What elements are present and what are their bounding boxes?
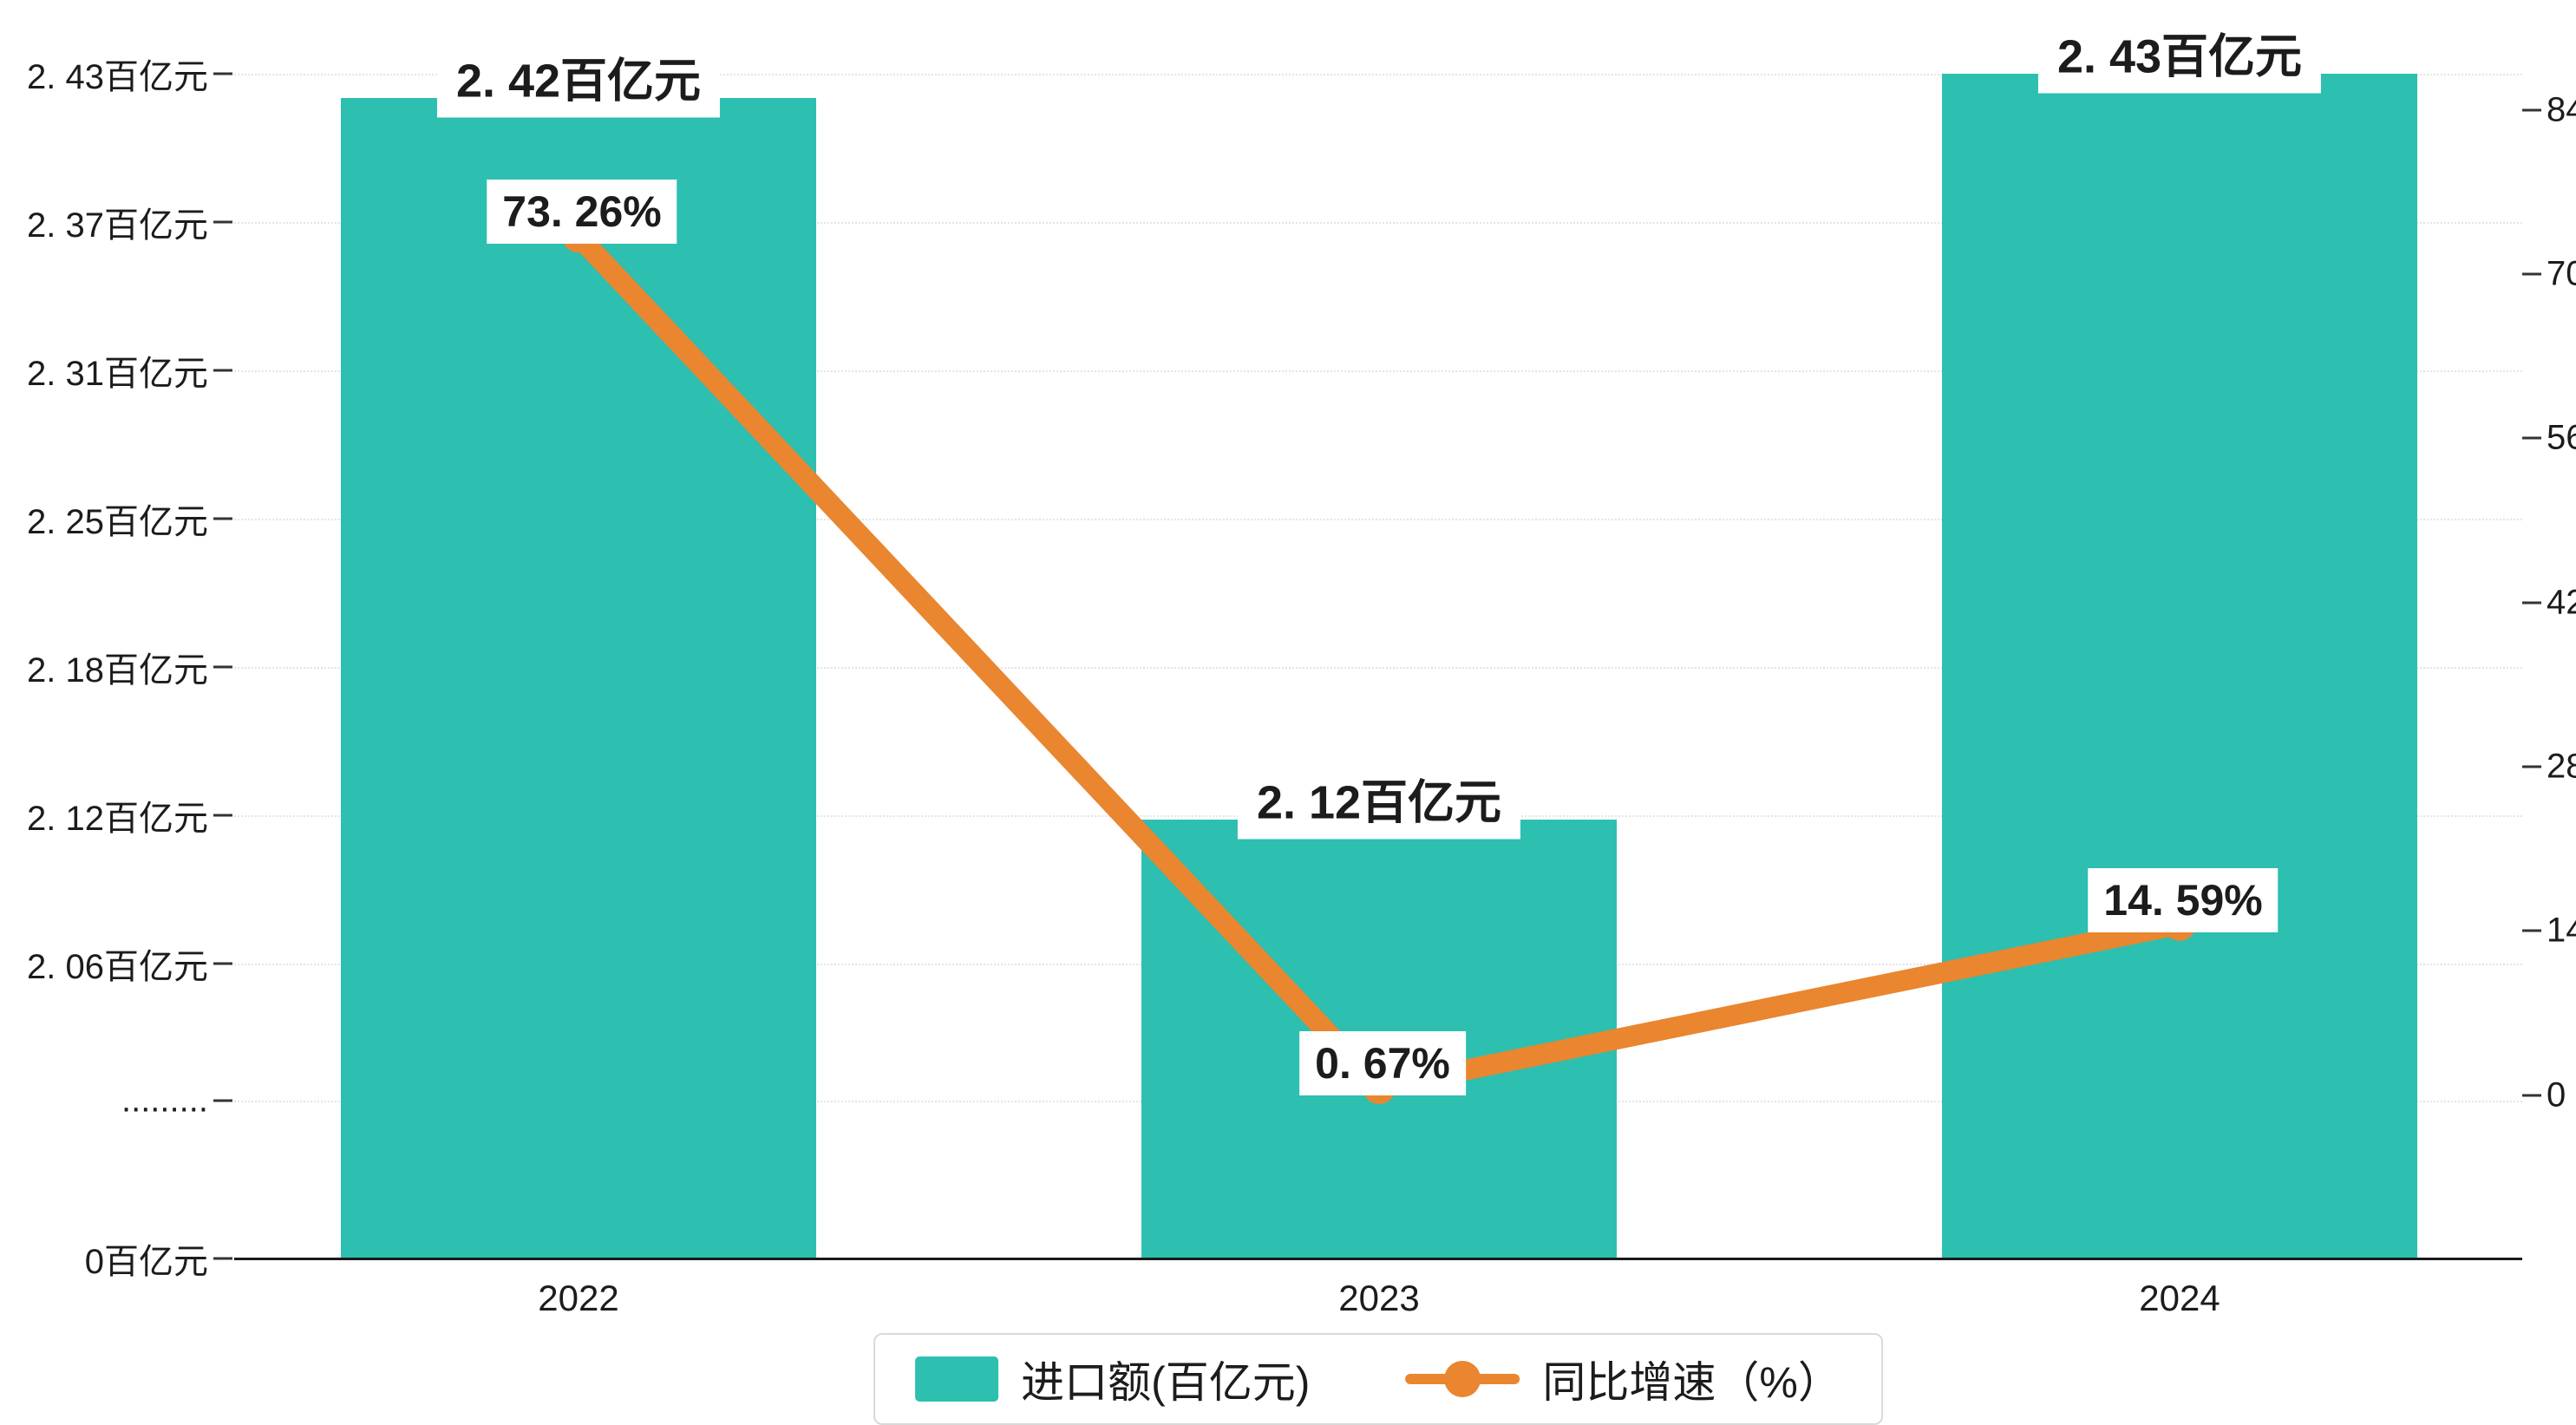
left-axis-tick (213, 962, 232, 965)
left-axis-tick-label: 2. 12百亿元 (27, 800, 208, 838)
legend-circle-glyph (1444, 1361, 1481, 1397)
right-axis-tick-label: 84 (2547, 90, 2576, 129)
right-axis-tick (2522, 108, 2541, 112)
right-axis-tick-label: 28 (2547, 747, 2576, 786)
legend-item-import-value: 进口额(百亿元) (915, 1348, 1310, 1410)
gridline (234, 519, 2522, 520)
left-axis-tick-label: 2. 18百亿元 (27, 651, 208, 690)
right-axis-tick (2522, 1094, 2541, 1097)
right-axis-tick-label: 56 (2547, 418, 2576, 457)
left-axis-tick-label: 2. 06百亿元 (27, 948, 208, 986)
x-axis-label: 2023 (1338, 1278, 1420, 1318)
left-axis-tick (213, 1099, 232, 1102)
bar-value-label: 2. 43百亿元 (2037, 10, 2322, 94)
right-axis-tick (2522, 765, 2541, 768)
right-axis-tick (2522, 601, 2541, 605)
x-axis-label: 2022 (538, 1278, 619, 1318)
legend: 进口额(百亿元) 同比增速（%） (873, 1333, 1883, 1425)
line-value-label: 0. 67% (1299, 1030, 1466, 1095)
bar-value-label: 2. 42百亿元 (436, 35, 721, 118)
left-axis-tick-label: ......... (121, 1081, 208, 1120)
x-axis-label: 2024 (2139, 1278, 2220, 1318)
left-axis-tick (213, 1257, 232, 1260)
right-axis-tick-label: 0 (2547, 1075, 2566, 1115)
bar-2022 (341, 97, 816, 1258)
left-axis-tick (213, 220, 232, 224)
bar-value-label: 2. 12百亿元 (1237, 756, 1521, 840)
legend-label-yoy-growth: 同比增速（%） (1542, 1358, 1841, 1407)
left-axis-tick-label: 2. 25百亿元 (27, 503, 208, 541)
right-axis-tick (2522, 272, 2541, 276)
gridline (234, 370, 2522, 372)
left-axis-tick (213, 517, 232, 520)
line-circle-marker (1405, 1360, 1520, 1398)
right-axis-tick (2522, 436, 2541, 440)
left-axis-tick (213, 665, 232, 669)
right-axis-tick-label: 70 (2547, 254, 2576, 293)
right-axis-tick-label: 42 (2547, 583, 2576, 622)
left-axis-tick (213, 72, 232, 75)
gridline (234, 667, 2522, 669)
x-axis-line (234, 1258, 2522, 1260)
line-value-label: 73. 26% (487, 180, 677, 245)
right-axis-tick (2522, 929, 2541, 932)
left-axis-tick-label: 0百亿元 (84, 1243, 208, 1281)
left-axis-tick-label: 2. 31百亿元 (27, 355, 208, 393)
gridline (234, 222, 2522, 224)
bar-series-swatch (915, 1356, 999, 1402)
bar-2024 (1942, 74, 2417, 1258)
legend-item-yoy-growth: 同比增速（%） (1405, 1348, 1841, 1410)
gridline (234, 74, 2522, 75)
left-axis-tick (213, 369, 232, 372)
legend-label-import-value: 进口额(百亿元) (1021, 1358, 1311, 1407)
left-axis-tick-label: 2. 43百亿元 (27, 58, 208, 96)
line-value-label: 14. 59% (2088, 867, 2279, 932)
right-axis-tick-label: 14 (2547, 911, 2576, 950)
left-axis-tick-label: 2. 37百亿元 (27, 206, 208, 245)
left-axis-tick (213, 814, 232, 817)
